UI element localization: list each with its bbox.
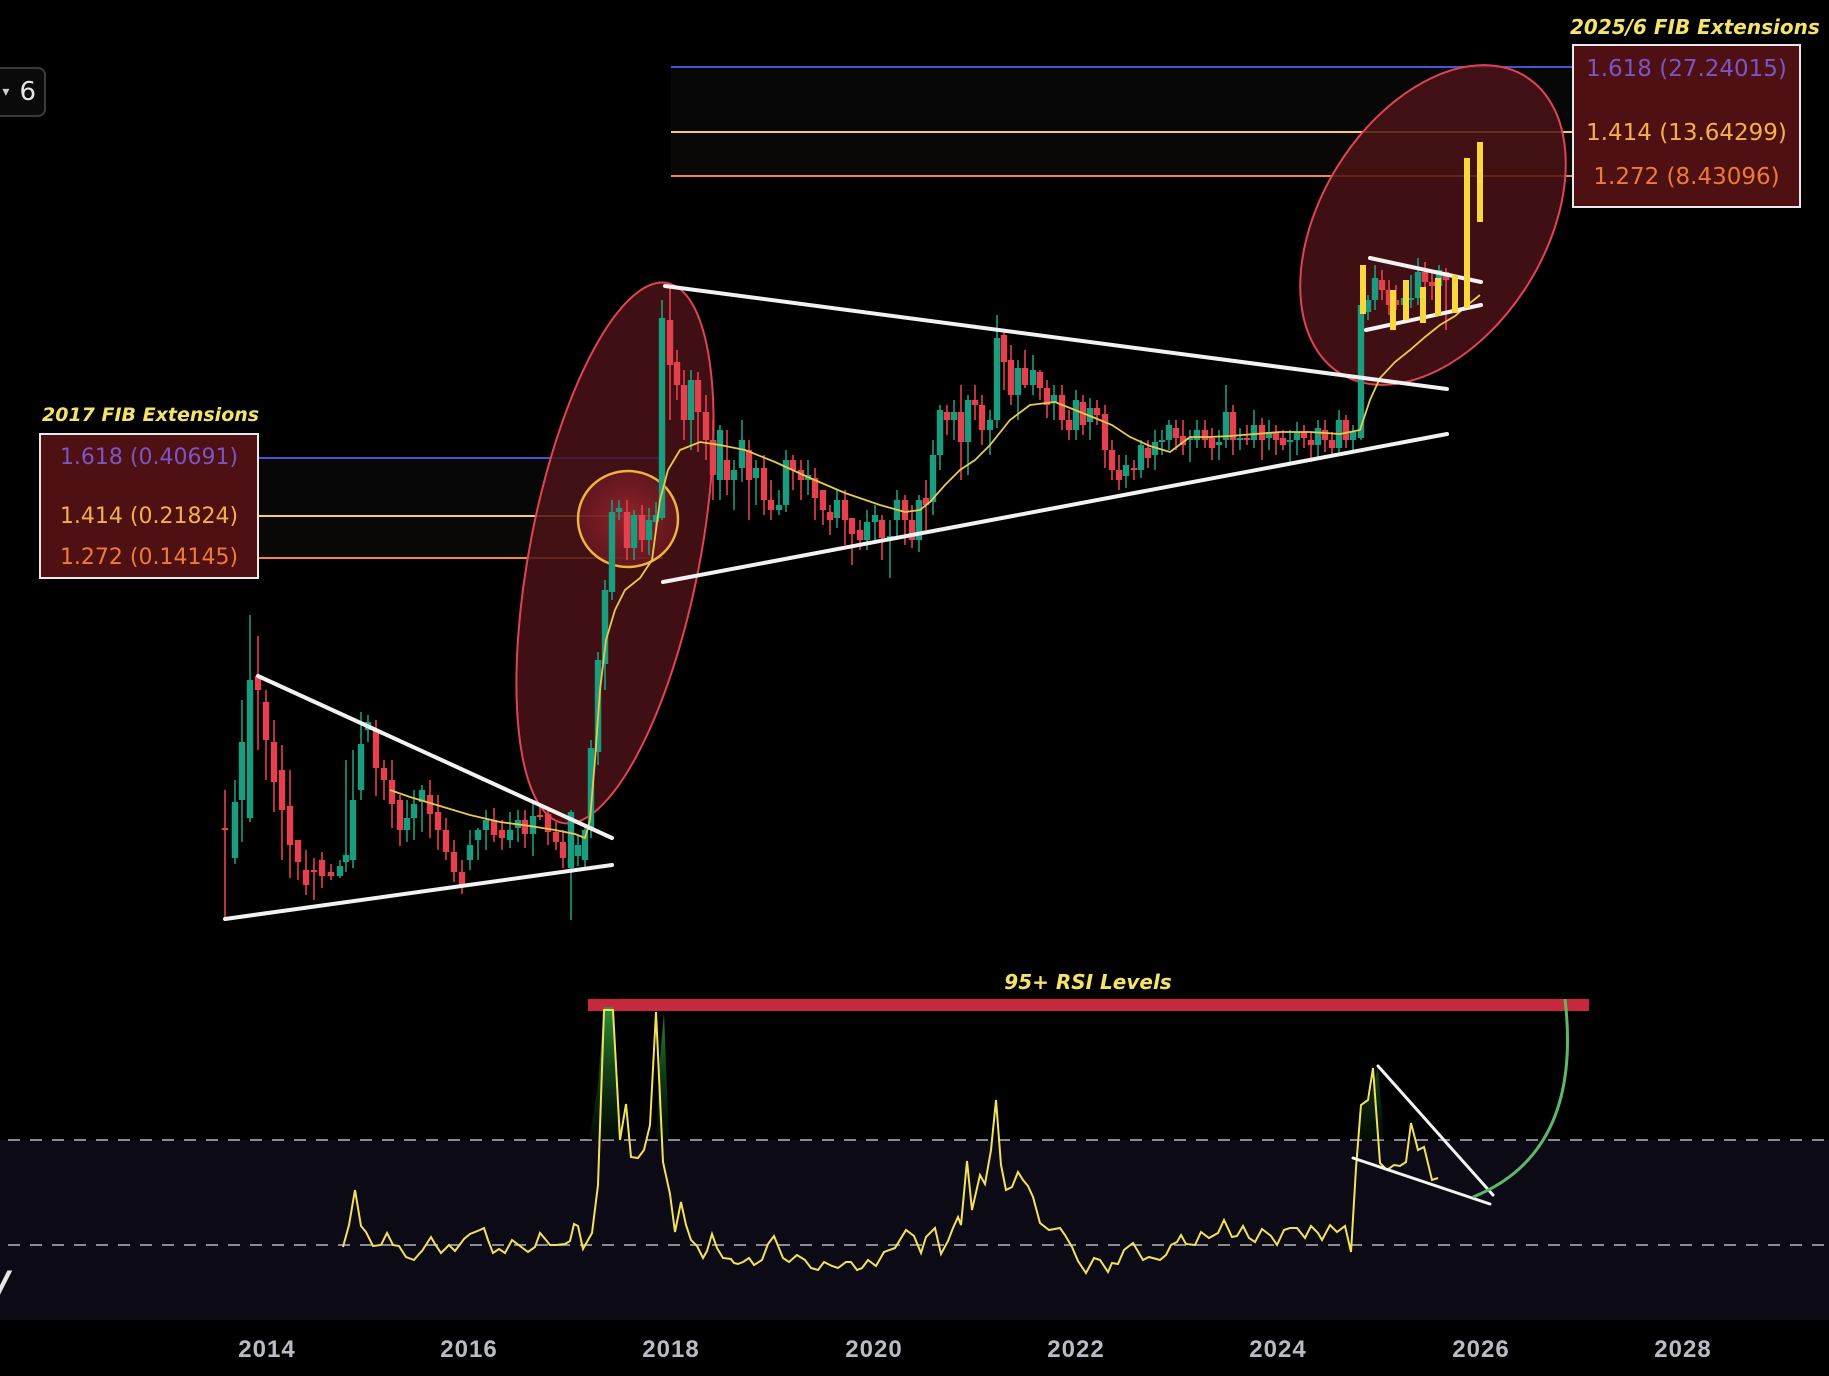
chevron-down-icon: ▾ bbox=[2, 84, 10, 100]
fib-2017-box: 1.618 (0.40691) 1.414 (0.21824) 1.272 (0… bbox=[39, 433, 259, 579]
rsi-wedge-lines bbox=[1351, 1064, 1495, 1206]
rsi-band bbox=[0, 1140, 1829, 1320]
x-axis-label-2026: 2026 bbox=[1452, 1336, 1510, 1363]
rsi-projection-arc bbox=[1472, 998, 1570, 1199]
fib-2025-level-1272: 1.272 (8.43096) bbox=[1593, 164, 1780, 190]
rsi-line bbox=[342, 1009, 1439, 1275]
x-axis-label-2024: 2024 bbox=[1249, 1336, 1307, 1363]
x-axis-label-2020: 2020 bbox=[845, 1336, 903, 1363]
fib-2017-title: 2017 FIB Extensions bbox=[42, 404, 260, 426]
fib-2017-level-1618: 1.618 (0.40691) bbox=[59, 445, 239, 470]
tradingview-logo: / bbox=[0, 1262, 9, 1311]
rsi-95-level-bar bbox=[588, 999, 1589, 1011]
fib-2017-level-1414: 1.414 (0.21824) bbox=[59, 504, 239, 529]
fib-2025-box: 1.618 (27.24015) 1.414 (13.64299) 1.272 … bbox=[1572, 44, 1801, 208]
rsi-overbought-fill bbox=[589, 1007, 1384, 1140]
x-axis-label-2018: 2018 bbox=[642, 1336, 700, 1363]
fib-2025-level-1414: 1.414 (13.64299) bbox=[1586, 120, 1787, 146]
x-axis-label-2028: 2028 bbox=[1654, 1336, 1712, 1363]
projection-candles bbox=[1360, 142, 1483, 330]
fib-2025-title: 2025/6 FIB Extensions bbox=[1570, 15, 1820, 39]
trendlines bbox=[223, 256, 1483, 921]
x-axis-label-2016: 2016 bbox=[440, 1336, 498, 1363]
x-axis-label-2014: 2014 bbox=[238, 1336, 296, 1363]
fib-2017-level-1272: 1.272 (0.14145) bbox=[59, 545, 239, 570]
price-candles bbox=[221, 258, 1450, 920]
fib-2025-level-1618: 1.618 (27.24015) bbox=[1586, 56, 1787, 82]
moving-average-line bbox=[389, 294, 1481, 840]
x-axis-area bbox=[0, 1320, 1829, 1376]
interval-value: 6 bbox=[19, 77, 36, 107]
rsi-levels-title: 95+ RSI Levels bbox=[1004, 970, 1172, 994]
x-axis-label-2022: 2022 bbox=[1047, 1336, 1105, 1363]
interval-selector-button[interactable]: ▾ 6 bbox=[0, 67, 46, 117]
